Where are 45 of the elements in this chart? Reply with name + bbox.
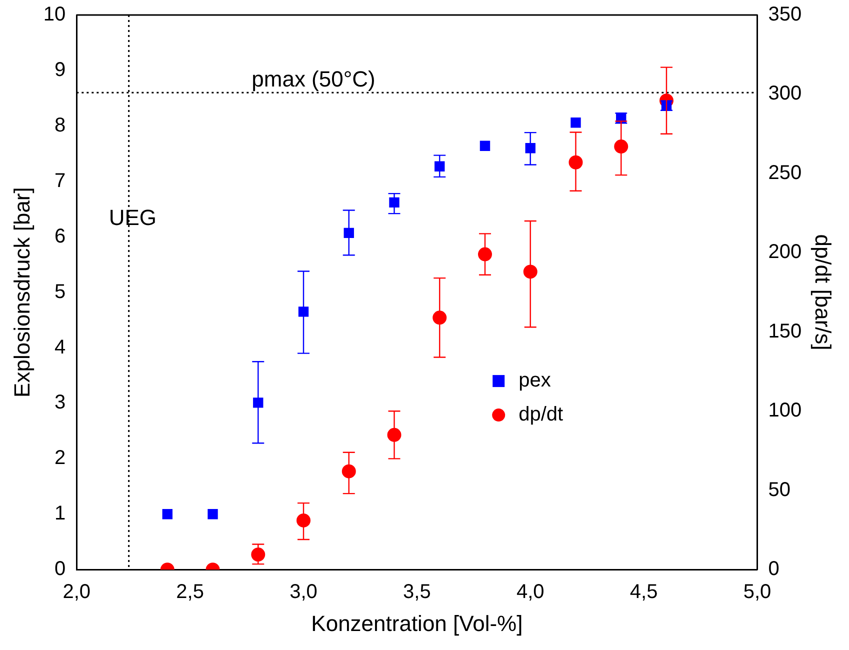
y-tick-label: 9 xyxy=(54,58,66,81)
point xyxy=(523,264,538,279)
point xyxy=(342,464,356,478)
x-axis-title: Konzentration [Vol-%] xyxy=(311,610,523,636)
x-tick-label: 2,0 xyxy=(62,581,91,604)
y2-tick-label: 250 xyxy=(768,162,802,184)
y2-axis-title: dp/dt [bar/s] xyxy=(810,234,836,350)
y-axis-title: Explosionsdruck [bar] xyxy=(9,187,34,398)
x-tick-label: 2,5 xyxy=(176,581,204,604)
point xyxy=(296,513,311,528)
legend-label: dp/dt xyxy=(518,404,564,426)
y-tick-label: 8 xyxy=(54,114,66,136)
y2-tick-label: 150 xyxy=(768,320,802,342)
y2-tick-label: 200 xyxy=(768,241,802,264)
point xyxy=(432,310,447,325)
y-tick-label: 3 xyxy=(54,392,66,414)
legend-label: pex xyxy=(518,370,551,392)
ref-line-label: UEG xyxy=(108,205,157,230)
y-tick-label: 7 xyxy=(54,170,66,192)
y2-tick-label: 300 xyxy=(768,82,802,105)
y-tick-label: 0 xyxy=(54,558,66,580)
y2-tick-label: 100 xyxy=(768,400,802,422)
point xyxy=(614,140,628,154)
point xyxy=(253,398,264,408)
point xyxy=(480,140,490,151)
y-tick-label: 6 xyxy=(54,225,66,248)
x-tick-label: 4,0 xyxy=(516,581,544,604)
x-tick-label: 3,0 xyxy=(290,581,318,604)
point xyxy=(570,117,581,128)
x-tick-label: 3,5 xyxy=(403,581,431,604)
point xyxy=(298,306,309,317)
y2-tick-label: 0 xyxy=(768,558,780,580)
x-tick-label: 4,5 xyxy=(630,581,658,604)
point xyxy=(478,247,492,262)
y-tick-label: 5 xyxy=(54,280,66,303)
point xyxy=(208,509,218,520)
y2-tick-label: 50 xyxy=(768,478,790,501)
x-tick-label: 5,0 xyxy=(743,581,772,604)
y-tick-label: 10 xyxy=(43,4,66,26)
y-tick-label: 1 xyxy=(54,502,66,525)
ref-line-label: pmax (50°C) xyxy=(252,66,376,92)
y2-tick-label: 350 xyxy=(768,4,802,26)
y-tick-label: 4 xyxy=(54,336,66,358)
point xyxy=(162,509,172,520)
y-tick-label: 2 xyxy=(54,447,66,470)
